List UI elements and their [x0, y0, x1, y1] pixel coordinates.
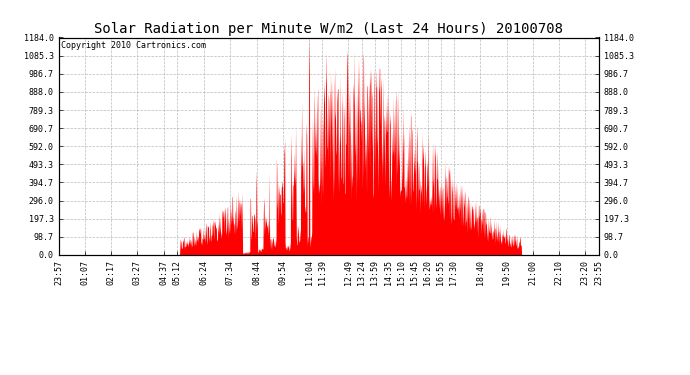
Title: Solar Radiation per Minute W/m2 (Last 24 Hours) 20100708: Solar Radiation per Minute W/m2 (Last 24…: [95, 22, 563, 36]
Text: Copyright 2010 Cartronics.com: Copyright 2010 Cartronics.com: [61, 41, 206, 50]
